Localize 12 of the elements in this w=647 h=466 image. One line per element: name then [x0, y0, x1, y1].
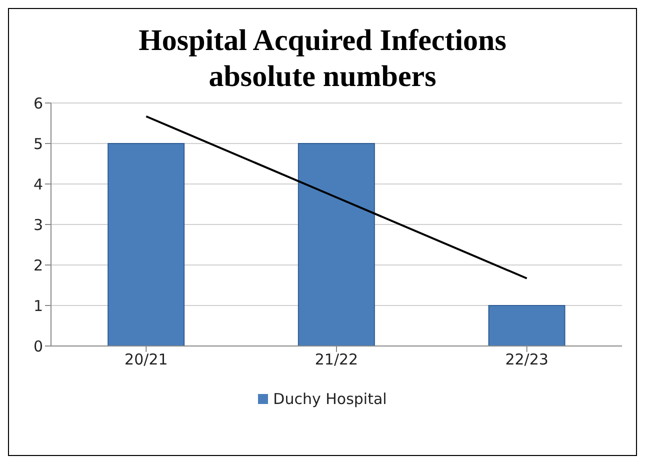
y-tick-label: 5: [33, 134, 43, 153]
y-tick-label: 3: [33, 216, 43, 234]
y-tick-label: 2: [33, 256, 43, 274]
x-tick-label: 20/21: [124, 350, 168, 369]
legend-label: Duchy Hospital: [272, 390, 387, 408]
x-tick-label: 21/22: [314, 350, 358, 369]
y-tick-label: 6: [33, 94, 43, 112]
chart-title: Hospital Acquired Infections absolute numbers: [138, 23, 508, 95]
y-tick-label: 1: [33, 296, 43, 315]
y-tick-label: 0: [33, 337, 43, 356]
y-tick-label: 4: [33, 175, 43, 194]
x-tick-label: 22/23: [505, 350, 548, 369]
